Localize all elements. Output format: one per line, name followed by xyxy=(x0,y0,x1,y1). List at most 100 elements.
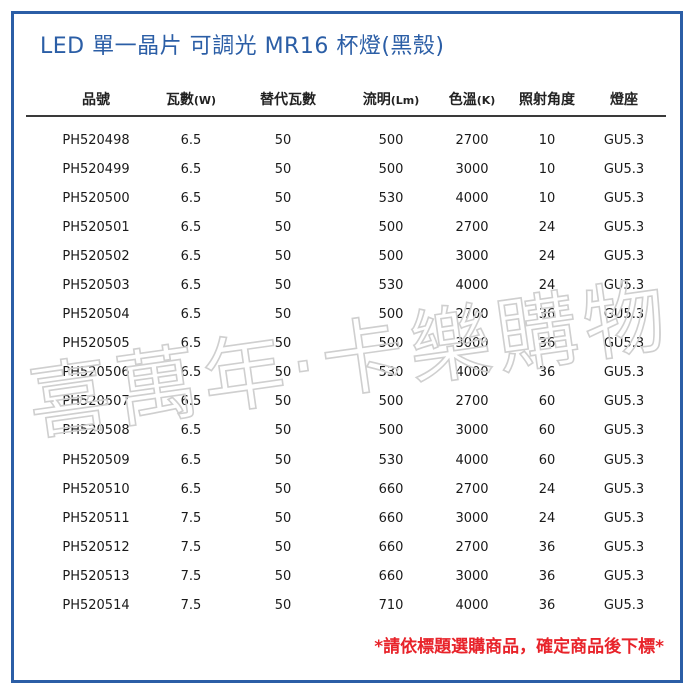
color-temp-cell: 3000 xyxy=(455,423,489,439)
wattage-cell: 6.5 xyxy=(180,249,202,265)
base-cell: GU5.3 xyxy=(603,220,645,236)
equivalent-wattage-cell: 50 xyxy=(274,336,292,352)
product-code-cell: PH520505 xyxy=(62,336,130,352)
beam-angle-cell: 36 xyxy=(538,307,556,323)
beam-angle-cell: 10 xyxy=(538,191,556,207)
lumens-cell: 500 xyxy=(378,162,404,178)
product-code-cell: PH520498 xyxy=(62,133,130,149)
table-row: PH520511 7.5 50 660 3000 24 GU5.3 xyxy=(26,504,666,533)
product-code-cell: PH520507 xyxy=(62,394,130,410)
header-cell-base: 燈座 xyxy=(610,91,638,108)
color-temp-cell: 3000 xyxy=(455,249,489,265)
table-row: PH520507 6.5 50 500 2700 60 GU5.3 xyxy=(26,387,666,416)
equivalent-wattage-cell: 50 xyxy=(274,191,292,207)
equivalent-wattage-cell: 50 xyxy=(274,597,292,613)
color-temp-cell: 4000 xyxy=(455,278,489,294)
lumens-cell: 500 xyxy=(378,220,404,236)
table-row: PH520503 6.5 50 530 4000 24 GU5.3 xyxy=(26,271,666,300)
product-code-cell: PH520511 xyxy=(62,510,130,526)
equivalent-wattage-cell: 50 xyxy=(274,539,292,555)
beam-angle-cell: 10 xyxy=(538,133,556,149)
header-cell-color-temp: 色溫(K) xyxy=(448,91,496,108)
beam-angle-cell: 36 xyxy=(538,336,556,352)
beam-angle-cell: 36 xyxy=(538,568,556,584)
table-row: PH520512 7.5 50 660 2700 36 GU5.3 xyxy=(26,533,666,562)
color-temp-cell: 4000 xyxy=(455,365,489,381)
product-code-cell: PH520501 xyxy=(62,220,130,236)
base-cell: GU5.3 xyxy=(603,249,645,265)
table-row: PH520513 7.5 50 660 3000 36 GU5.3 xyxy=(26,562,666,591)
product-frame xyxy=(11,11,683,683)
wattage-cell: 6.5 xyxy=(180,133,202,149)
lumens-cell: 500 xyxy=(378,307,404,323)
beam-angle-cell: 10 xyxy=(538,162,556,178)
equivalent-wattage-cell: 50 xyxy=(274,452,292,468)
product-code-cell: PH520500 xyxy=(62,191,130,207)
base-cell: GU5.3 xyxy=(603,162,645,178)
header-cell-beam-angle: 照射角度 xyxy=(519,91,575,108)
table-row: PH520500 6.5 50 530 4000 10 GU5.3 xyxy=(26,184,666,213)
base-cell: GU5.3 xyxy=(603,365,645,381)
beam-angle-cell: 60 xyxy=(538,452,556,468)
base-cell: GU5.3 xyxy=(603,597,645,613)
header-cell-product-code: 品號 xyxy=(82,91,110,108)
table-row: PH520510 6.5 50 660 2700 24 GU5.3 xyxy=(26,475,666,504)
lumens-cell: 530 xyxy=(378,365,404,381)
product-code-cell: PH520513 xyxy=(62,568,130,584)
table-row: PH520502 6.5 50 500 3000 24 GU5.3 xyxy=(26,242,666,271)
base-cell: GU5.3 xyxy=(603,481,645,497)
header-cell-wattage: 瓦數(W) xyxy=(165,91,217,108)
table-row: PH520498 6.5 50 500 2700 10 GU5.3 xyxy=(26,126,666,155)
color-temp-cell: 2700 xyxy=(455,133,489,149)
table-row: PH520499 6.5 50 500 3000 10 GU5.3 xyxy=(26,155,666,184)
product-code-cell: PH520510 xyxy=(62,481,130,497)
product-code-cell: PH520509 xyxy=(62,452,130,468)
base-cell: GU5.3 xyxy=(603,423,645,439)
table-row: PH520509 6.5 50 530 4000 60 GU5.3 xyxy=(26,446,666,475)
color-temp-cell: 4000 xyxy=(455,597,489,613)
wattage-cell: 6.5 xyxy=(180,452,202,468)
equivalent-wattage-cell: 50 xyxy=(274,423,292,439)
product-code-cell: PH520508 xyxy=(62,423,130,439)
lumens-cell: 710 xyxy=(378,597,404,613)
beam-angle-cell: 24 xyxy=(538,249,556,265)
equivalent-wattage-cell: 50 xyxy=(274,394,292,410)
color-temp-cell: 2700 xyxy=(455,307,489,323)
product-code-cell: PH520502 xyxy=(62,249,130,265)
page-title: LED 單一晶片 可調光 MR16 杯燈(黑殼) xyxy=(40,34,445,59)
table-header: 品號 瓦數(W) 替代瓦數 流明(Lm) 色溫(K) 照射角度 燈座 xyxy=(26,82,666,117)
color-temp-cell: 3000 xyxy=(455,510,489,526)
color-temp-cell: 2700 xyxy=(455,394,489,410)
table-row: PH520514 7.5 50 710 4000 36 GU5.3 xyxy=(26,591,666,620)
table-row: PH520504 6.5 50 500 2700 36 GU5.3 xyxy=(26,300,666,329)
wattage-cell: 6.5 xyxy=(180,307,202,323)
equivalent-wattage-cell: 50 xyxy=(274,278,292,294)
beam-angle-cell: 24 xyxy=(538,278,556,294)
lumens-cell: 530 xyxy=(378,191,404,207)
wattage-cell: 6.5 xyxy=(180,162,202,178)
product-code-cell: PH520512 xyxy=(62,539,130,555)
base-cell: GU5.3 xyxy=(603,191,645,207)
lumens-cell: 500 xyxy=(378,336,404,352)
wattage-cell: 7.5 xyxy=(180,510,202,526)
lumens-cell: 660 xyxy=(378,568,404,584)
table-row: PH520501 6.5 50 500 2700 24 GU5.3 xyxy=(26,213,666,242)
header-cell-equivalent-wattage: 替代瓦數 xyxy=(260,91,316,108)
product-code-cell: PH520514 xyxy=(62,597,130,613)
lumens-cell: 500 xyxy=(378,423,404,439)
wattage-cell: 6.5 xyxy=(180,278,202,294)
color-temp-cell: 2700 xyxy=(455,539,489,555)
table-row: PH520506 6.5 50 530 4000 36 GU5.3 xyxy=(26,358,666,387)
beam-angle-cell: 24 xyxy=(538,510,556,526)
color-temp-cell: 4000 xyxy=(455,452,489,468)
base-cell: GU5.3 xyxy=(603,336,645,352)
beam-angle-cell: 36 xyxy=(538,597,556,613)
color-temp-cell: 3000 xyxy=(455,336,489,352)
wattage-cell: 6.5 xyxy=(180,481,202,497)
product-code-cell: PH520499 xyxy=(62,162,130,178)
equivalent-wattage-cell: 50 xyxy=(274,162,292,178)
product-code-cell: PH520504 xyxy=(62,307,130,323)
base-cell: GU5.3 xyxy=(603,452,645,468)
base-cell: GU5.3 xyxy=(603,278,645,294)
base-cell: GU5.3 xyxy=(603,539,645,555)
